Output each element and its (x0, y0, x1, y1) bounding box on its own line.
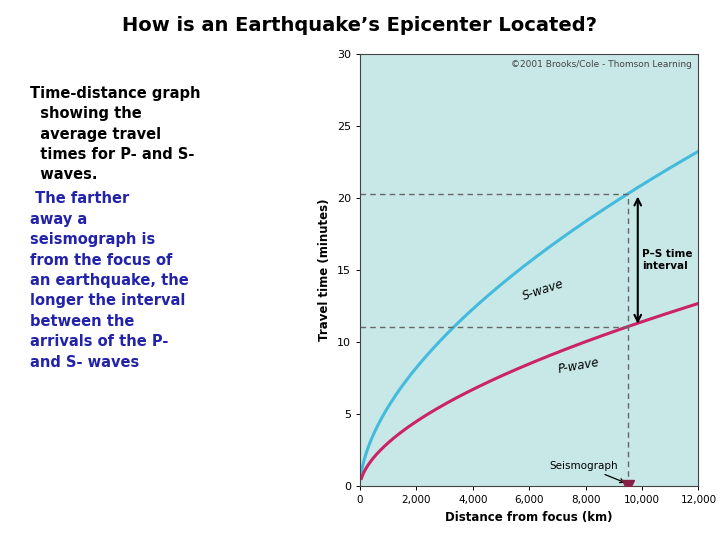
Text: S-wave: S-wave (521, 278, 565, 303)
Text: Time-distance graph
  showing the
  average travel
  times for P- and S-
  waves: Time-distance graph showing the average … (30, 86, 201, 183)
Text: ©2001 Brooks/Cole - Thomson Learning: ©2001 Brooks/Cole - Thomson Learning (510, 60, 692, 70)
Text: Seismograph: Seismograph (549, 461, 624, 483)
Text: P–S time
interval: P–S time interval (642, 249, 693, 271)
Text: How is an Earthquake’s Epicenter Located?: How is an Earthquake’s Epicenter Located… (122, 16, 598, 35)
Text: P-wave: P-wave (557, 356, 601, 376)
X-axis label: Distance from focus (km): Distance from focus (km) (446, 511, 613, 524)
Y-axis label: Travel time (minutes): Travel time (minutes) (318, 199, 331, 341)
Text: The farther
away a
seismograph is
from the focus of
an earthquake, the
longer th: The farther away a seismograph is from t… (30, 192, 189, 370)
